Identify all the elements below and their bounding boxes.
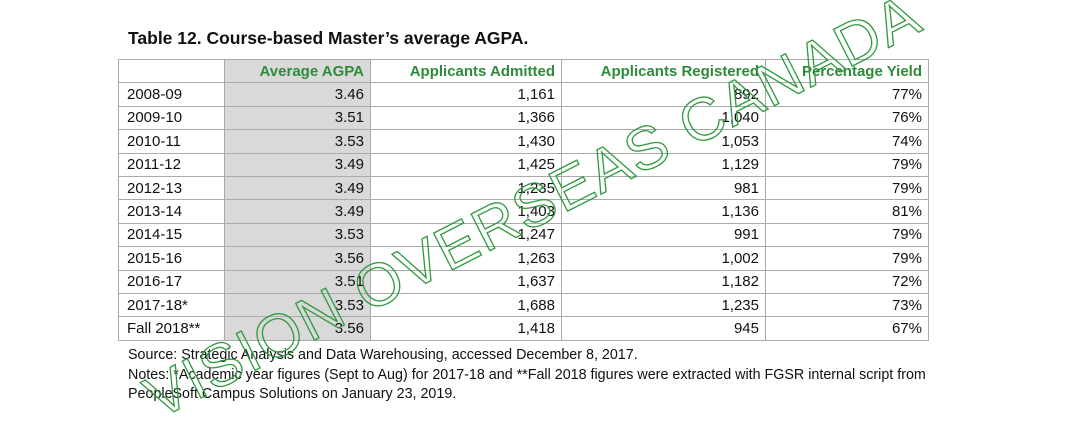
table-cell: 3.49 — [224, 152, 371, 177]
table-row: 2009-10 3.51 1,366 1,040 76% — [118, 105, 929, 131]
table-cell: 1,688 — [370, 292, 562, 318]
table-cell: 67% — [765, 316, 929, 341]
table-cell: 1,425 — [370, 152, 562, 177]
table-row: 2010-11 3.53 1,430 1,053 74% — [118, 129, 929, 154]
table-cell: 2016-17 — [118, 269, 225, 294]
column-header: Applicants Admitted — [370, 58, 562, 84]
table-cell: 2008-09 — [118, 82, 225, 107]
column-header: Percentage Yield — [765, 58, 929, 84]
table-cell: 1,040 — [561, 105, 766, 131]
table-cell: Fall 2018** — [118, 316, 225, 341]
table-row: 2014-15 3.53 1,247 991 79% — [118, 222, 929, 248]
table-cell: 3.56 — [224, 316, 371, 341]
table-row: 2012-13 3.49 1,235 981 79% — [118, 175, 929, 201]
table-cell: 1,136 — [561, 199, 766, 224]
table-row: 2017-18* 3.53 1,688 1,235 73% — [118, 292, 929, 318]
table-cell: 1,418 — [370, 316, 562, 341]
table-header: Average AGPA Applicants Admitted Applicant… — [118, 58, 929, 84]
notes: Notes: *Academic year figures (Sept to A… — [128, 367, 926, 402]
table-cell: 3.46 — [224, 82, 371, 107]
table-cell: 981 — [561, 175, 766, 201]
table-cell: 1,403 — [370, 199, 562, 224]
table-cell: 73% — [765, 292, 929, 318]
table-cell: 79% — [765, 246, 929, 271]
table-cell: 2012-13 — [118, 175, 225, 201]
table-row: 2011-12 3.49 1,425 1,129 79% — [118, 152, 929, 177]
table-cell: 2017-18* — [118, 292, 225, 318]
table-cell: 1,129 — [561, 152, 766, 177]
table-cell: 1,430 — [370, 129, 562, 154]
table-cell: 3.53 — [224, 292, 371, 318]
table-body: 2008-09 3.46 1,161 892 77% 2009-10 3.51 1,366 1,… — [118, 82, 929, 341]
table-cell: 1,002 — [561, 246, 766, 271]
table-cell: 1,053 — [561, 129, 766, 154]
table-cell: 1,247 — [370, 222, 562, 248]
data-table: Average AGPA Applicants Admitted Applicant… — [118, 58, 929, 341]
table-row: Fall 2018** 3.56 1,418 945 67% — [118, 316, 929, 341]
table-cell: 77% — [765, 82, 929, 107]
table-cell: 1,637 — [370, 269, 562, 294]
table-cell: 76% — [765, 105, 929, 131]
table-cell: 2010-11 — [118, 129, 225, 154]
table-row: 2016-17 3.51 1,637 1,182 72% — [118, 269, 929, 294]
table-cell: 2011-12 — [118, 152, 225, 177]
table-cell: 3.51 — [224, 269, 371, 294]
table-cell: 3.53 — [224, 222, 371, 248]
table-cell: 79% — [765, 222, 929, 248]
table-cell: 1,235 — [561, 292, 766, 318]
table-cell: 3.56 — [224, 246, 371, 271]
table-row: 2008-09 3.46 1,161 892 77% — [118, 82, 929, 107]
table-cell: 1,263 — [370, 246, 562, 271]
table-cell: 72% — [765, 269, 929, 294]
column-header: Average AGPA — [224, 58, 371, 84]
table-title: Table 12. Course-based Master’s average … — [128, 28, 529, 48]
table-cell: 892 — [561, 82, 766, 107]
table-cell: 2009-10 — [118, 105, 225, 131]
table-cell: 2014-15 — [118, 222, 225, 248]
table-cell: 3.53 — [224, 129, 371, 154]
table-cell: 3.49 — [224, 175, 371, 201]
table-cell: 1,366 — [370, 105, 562, 131]
table-cell: 81% — [765, 199, 929, 224]
table-cell: 3.51 — [224, 105, 371, 131]
table-cell: 1,182 — [561, 269, 766, 294]
table-cell: 945 — [561, 316, 766, 341]
table-cell: 1,161 — [370, 82, 562, 107]
table-cell: 79% — [765, 152, 929, 177]
table-row: 2013-14 3.49 1,403 1,136 81% — [118, 199, 929, 224]
table-cell: 2015-16 — [118, 246, 225, 271]
table-cell: 79% — [765, 175, 929, 201]
column-header — [118, 58, 225, 84]
column-header: Applicants Registered — [561, 58, 766, 84]
table-cell: 3.49 — [224, 199, 371, 224]
table-cell: 991 — [561, 222, 766, 248]
table-cell: 1,235 — [370, 175, 562, 201]
header-row: Average AGPA Applicants Admitted Applicant… — [118, 58, 929, 84]
table-row: 2015-16 3.56 1,263 1,002 79% — [118, 246, 929, 271]
source-note: Source: Strategic Analysis and Data Ware… — [128, 347, 638, 363]
table-cell: 2013-14 — [118, 199, 225, 224]
table-cell: 74% — [765, 129, 929, 154]
